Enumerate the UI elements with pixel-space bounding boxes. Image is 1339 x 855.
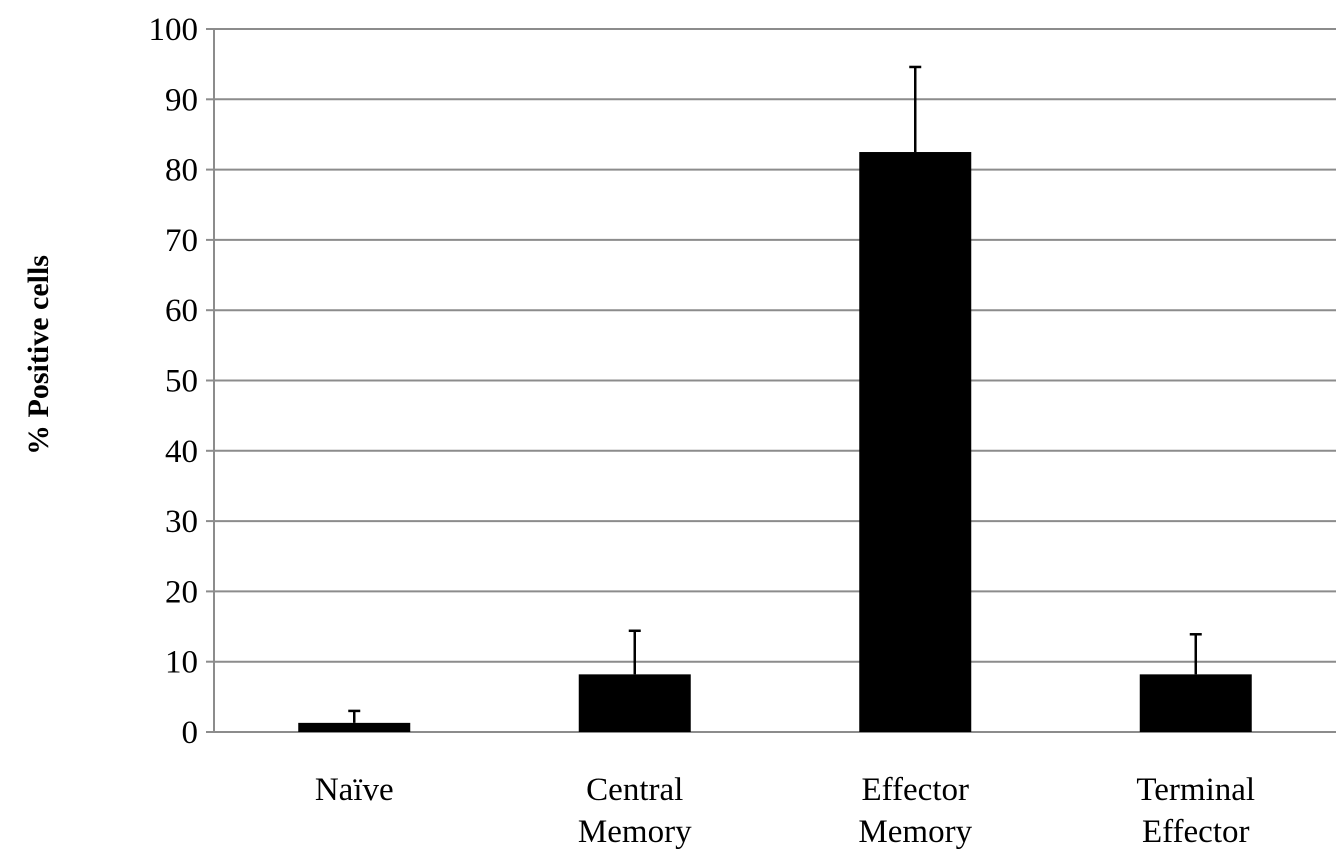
x-category-label: Naïve	[315, 772, 394, 808]
bars	[298, 152, 1252, 732]
error-bars	[348, 65, 1202, 723]
y-tick-label: 50	[165, 364, 198, 400]
x-category-label: Terminal Effector	[1136, 772, 1255, 850]
x-category-label-line: Effector	[1142, 814, 1250, 850]
x-category-label-line: Memory	[858, 814, 972, 850]
y-tick-label: 40	[165, 434, 198, 470]
gridlines	[214, 28, 1336, 663]
x-category-label-line: Central	[586, 772, 683, 808]
y-tick-label: 60	[165, 293, 198, 329]
x-category-labels: Naïve Central Memory Effector Memory Terminal…	[315, 772, 1255, 850]
x-category-label-line: Terminal	[1136, 772, 1255, 808]
x-category-label-line: Naïve	[315, 772, 394, 808]
bar	[578, 674, 691, 732]
x-category-label-line: Effector	[862, 772, 970, 808]
bar	[298, 722, 411, 732]
x-category-label: Effector Memory	[858, 772, 972, 850]
y-tick-label: 0	[182, 715, 199, 751]
y-tick-label: 10	[165, 645, 198, 681]
y-tick-label: 80	[165, 153, 198, 189]
y-tick-labels: 0 10 20 30 40 50 60 70 80 90 100	[149, 12, 199, 751]
y-tick-label: 100	[149, 12, 199, 48]
y-tick-label: 20	[165, 574, 198, 610]
x-category-label: Central Memory	[578, 772, 692, 850]
y-tick-label: 30	[165, 504, 198, 540]
bar	[1139, 674, 1252, 732]
y-axis-title: % Positive cells	[22, 255, 55, 455]
bar	[859, 152, 972, 732]
x-category-label-line: Memory	[578, 814, 692, 850]
y-tick-label: 70	[165, 223, 198, 259]
y-tick-label: 90	[165, 82, 198, 118]
